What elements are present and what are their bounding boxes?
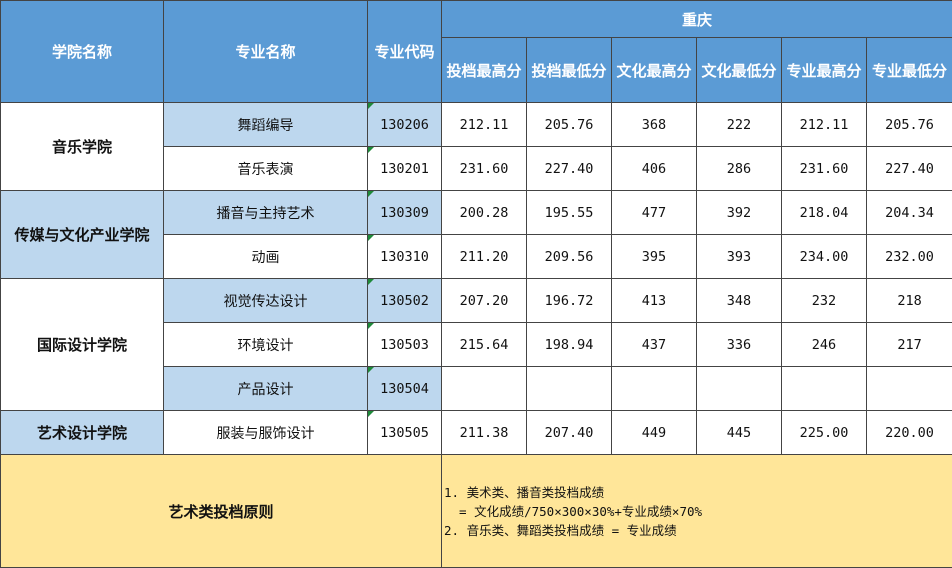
column-header: 投档最高分 xyxy=(442,38,527,103)
score-cell: 395 xyxy=(612,235,697,279)
header-row: 学院名称 专业名称 专业代码 重庆 xyxy=(1,1,952,38)
major-cell: 环境设计 xyxy=(164,323,368,367)
major-cell: 动画 xyxy=(164,235,368,279)
header-cell: 学院名称 xyxy=(1,1,164,103)
score-cell: 196.72 xyxy=(527,279,612,323)
code-cell: 130206 xyxy=(368,103,442,147)
header-cell: 专业名称 xyxy=(164,1,368,103)
column-header: 文化最高分 xyxy=(612,38,697,103)
score-cell: 222 xyxy=(697,103,782,147)
score-cell: 336 xyxy=(697,323,782,367)
score-cell: 205.76 xyxy=(527,103,612,147)
score-cell: 220.00 xyxy=(867,411,952,455)
score-cell xyxy=(527,367,612,411)
score-cell xyxy=(782,367,867,411)
score-cell: 215.64 xyxy=(442,323,527,367)
score-cell: 212.11 xyxy=(442,103,527,147)
score-cell: 231.60 xyxy=(442,147,527,191)
score-cell: 217 xyxy=(867,323,952,367)
score-cell: 218 xyxy=(867,279,952,323)
score-cell: 198.94 xyxy=(527,323,612,367)
score-cell: 207.40 xyxy=(527,411,612,455)
score-cell: 204.34 xyxy=(867,191,952,235)
score-cell xyxy=(697,367,782,411)
score-cell: 211.38 xyxy=(442,411,527,455)
score-cell: 348 xyxy=(697,279,782,323)
college-cell: 艺术设计学院 xyxy=(1,411,164,455)
score-cell: 227.40 xyxy=(867,147,952,191)
score-cell: 437 xyxy=(612,323,697,367)
header-cell: 专业代码 xyxy=(368,1,442,103)
score-cell: 477 xyxy=(612,191,697,235)
major-cell: 播音与主持艺术 xyxy=(164,191,368,235)
column-header: 文化最低分 xyxy=(697,38,782,103)
code-cell: 130201 xyxy=(368,147,442,191)
code-cell: 130502 xyxy=(368,279,442,323)
score-cell xyxy=(442,367,527,411)
score-cell xyxy=(612,367,697,411)
score-cell: 225.00 xyxy=(782,411,867,455)
score-cell: 406 xyxy=(612,147,697,191)
code-cell: 130503 xyxy=(368,323,442,367)
college-cell: 国际设计学院 xyxy=(1,279,164,411)
score-cell: 392 xyxy=(697,191,782,235)
score-cell: 209.56 xyxy=(527,235,612,279)
score-cell: 246 xyxy=(782,323,867,367)
score-cell: 368 xyxy=(612,103,697,147)
college-cell: 传媒与文化产业学院 xyxy=(1,191,164,279)
major-cell: 音乐表演 xyxy=(164,147,368,191)
score-cell: 212.11 xyxy=(782,103,867,147)
note-line: = 文化成绩/750×300×30%+专业成绩×70% xyxy=(444,502,952,521)
column-header: 专业最高分 xyxy=(782,38,867,103)
score-cell: 393 xyxy=(697,235,782,279)
code-cell: 130504 xyxy=(368,367,442,411)
score-cell: 218.04 xyxy=(782,191,867,235)
note-line: 2. 音乐类、舞蹈类投档成绩 = 专业成绩 xyxy=(444,521,952,540)
major-cell: 舞蹈编导 xyxy=(164,103,368,147)
score-cell: 200.28 xyxy=(442,191,527,235)
column-header: 专业最低分 xyxy=(867,38,952,103)
code-cell: 130309 xyxy=(368,191,442,235)
score-cell: 413 xyxy=(612,279,697,323)
column-header: 投档最低分 xyxy=(527,38,612,103)
score-cell: 445 xyxy=(697,411,782,455)
score-cell: 205.76 xyxy=(867,103,952,147)
footer-title: 艺术类投档原则 xyxy=(1,455,442,568)
score-cell: 232.00 xyxy=(867,235,952,279)
note-line: 1. 美术类、播音类投档成绩 xyxy=(444,483,952,502)
footer-note: 1. 美术类、播音类投档成绩 = 文化成绩/750×300×30%+专业成绩×7… xyxy=(442,455,952,568)
score-cell: 227.40 xyxy=(527,147,612,191)
score-cell: 449 xyxy=(612,411,697,455)
major-cell: 服装与服饰设计 xyxy=(164,411,368,455)
score-cell: 211.20 xyxy=(442,235,527,279)
code-cell: 130310 xyxy=(368,235,442,279)
college-cell: 音乐学院 xyxy=(1,103,164,191)
region-header: 重庆 xyxy=(442,1,952,38)
score-cell: 234.00 xyxy=(782,235,867,279)
major-cell: 产品设计 xyxy=(164,367,368,411)
major-cell: 视觉传达设计 xyxy=(164,279,368,323)
score-cell: 231.60 xyxy=(782,147,867,191)
score-cell: 207.20 xyxy=(442,279,527,323)
score-cell: 195.55 xyxy=(527,191,612,235)
score-cell: 232 xyxy=(782,279,867,323)
code-cell: 130505 xyxy=(368,411,442,455)
score-cell xyxy=(867,367,952,411)
score-cell: 286 xyxy=(697,147,782,191)
